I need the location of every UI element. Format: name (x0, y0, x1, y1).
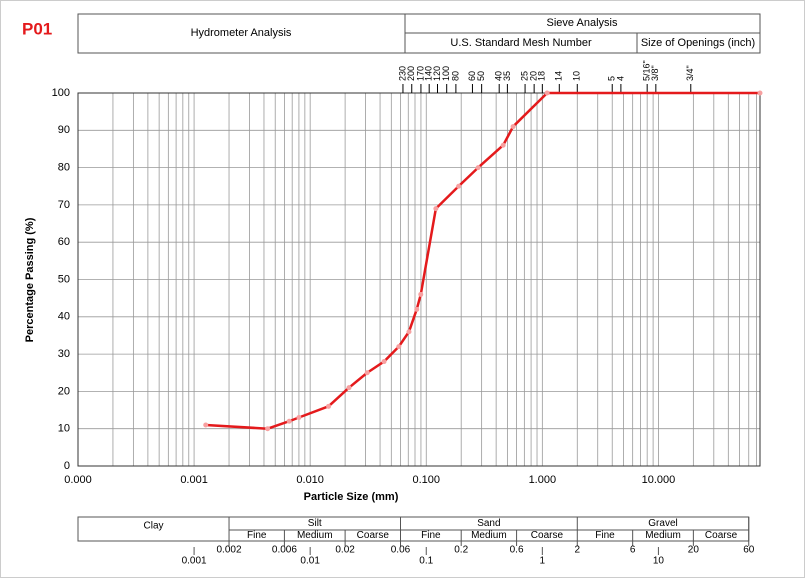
subclass-name: Medium (645, 530, 681, 541)
y-tick-label: 60 (58, 236, 70, 248)
scale-label: 0.01 (300, 556, 320, 567)
sieve-label: 80 (450, 71, 460, 81)
sieve-label: 5/16" (642, 60, 652, 81)
sieve-label: 50 (476, 71, 486, 81)
sieve-label: 40 (494, 71, 504, 81)
sieve-label: 25 (519, 71, 529, 81)
class-name: Silt (308, 518, 322, 529)
x-tick-label: 0.010 (296, 474, 324, 486)
scale-label: 10 (653, 556, 665, 567)
sieve-label: 3/4" (685, 65, 695, 81)
data-point (364, 370, 370, 376)
y-tick-label: 10 (58, 423, 70, 435)
sieve-label: Sieve Analysis (547, 17, 618, 29)
y-tick-label: 20 (58, 385, 70, 397)
scale-label: 20 (688, 545, 700, 556)
scale-label: 0.001 (182, 556, 207, 567)
sieve-label: 140 (424, 66, 434, 81)
sieve-label: 20 (529, 71, 539, 81)
x-axis-title: Particle Size (mm) (304, 491, 399, 503)
scale-label: 1 (540, 556, 546, 567)
data-point (396, 344, 402, 350)
data-point (265, 426, 271, 432)
scale-label: 0.6 (510, 545, 524, 556)
data-point (510, 124, 516, 130)
data-point (406, 329, 412, 335)
sample-id: P01 (22, 19, 52, 38)
hydrometer-label: Hydrometer Analysis (191, 27, 292, 39)
y-tick-label: 100 (52, 87, 70, 99)
subclass-name: Medium (297, 530, 333, 541)
data-point (414, 306, 420, 312)
x-tick-label: 1.000 (529, 474, 557, 486)
scale-label: 60 (743, 545, 755, 556)
scale-label: 0.1 (419, 556, 433, 567)
x-tick-label: 0.001 (180, 474, 208, 486)
sieve-label: 100 (441, 66, 451, 81)
x-tick-label: 0.100 (412, 474, 440, 486)
y-axis-title: Percentage Passing (%) (24, 217, 36, 342)
subclass-name: Coarse (705, 530, 738, 541)
data-point (433, 206, 439, 212)
scale-label: 0.006 (272, 545, 297, 556)
scale-label: 0.02 (335, 545, 355, 556)
data-point (418, 291, 424, 297)
y-tick-label: 30 (58, 348, 70, 360)
subclass-name: Fine (421, 530, 441, 541)
x-tick-label: 10.000 (642, 474, 676, 486)
data-point (346, 385, 352, 391)
data-point (381, 359, 387, 365)
y-tick-label: 80 (58, 162, 70, 174)
scale-label: 2 (574, 545, 580, 556)
sieve-label: 170 (415, 66, 425, 81)
sieve-label: 10 (572, 71, 582, 81)
subclass-name: Fine (247, 530, 267, 541)
scale-label: 0.002 (217, 545, 242, 556)
plot-border (77, 92, 761, 467)
x-tick-label: 0.000 (64, 474, 92, 486)
scale-label: 0.06 (391, 545, 411, 556)
sieve-label: 5 (607, 76, 617, 81)
data-point (456, 183, 462, 189)
y-tick-label: 70 (58, 199, 70, 211)
subclass-name: Fine (595, 530, 615, 541)
openings-label: Size of Openings (inch) (641, 37, 755, 49)
data-point (757, 90, 763, 96)
data-point (296, 415, 302, 421)
class-name: Gravel (648, 518, 677, 529)
class-name: Sand (477, 518, 500, 529)
sieve-label: 18 (537, 71, 547, 81)
data-point (500, 142, 506, 148)
data-point (544, 90, 550, 96)
sieve-label: 4 (615, 76, 625, 81)
subclass-name: Coarse (531, 530, 564, 541)
sieve-label: 14 (554, 71, 564, 81)
sieve-label: 60 (467, 71, 477, 81)
subclass-name: Medium (471, 530, 507, 541)
y-tick-label: 90 (58, 124, 70, 136)
y-tick-label: 50 (58, 273, 70, 285)
y-tick-label: 40 (58, 311, 70, 323)
data-line (205, 91, 760, 430)
data-point (475, 165, 481, 171)
scale-label: 6 (630, 545, 636, 556)
data-point (286, 418, 292, 424)
subclass-name: Coarse (357, 530, 390, 541)
data-point (326, 403, 332, 409)
data-point (203, 422, 209, 428)
sieve-label: 3/8" (650, 65, 660, 81)
sieve-label: 120 (432, 66, 442, 81)
class-name: Clay (144, 521, 164, 532)
sieve-label: 200 (406, 66, 416, 81)
sieve-label: 230 (397, 66, 407, 81)
mesh-label: U.S. Standard Mesh Number (450, 37, 592, 49)
y-tick-label: 0 (64, 460, 70, 472)
scale-label: 0.2 (454, 545, 468, 556)
sieve-label: 35 (502, 71, 512, 81)
